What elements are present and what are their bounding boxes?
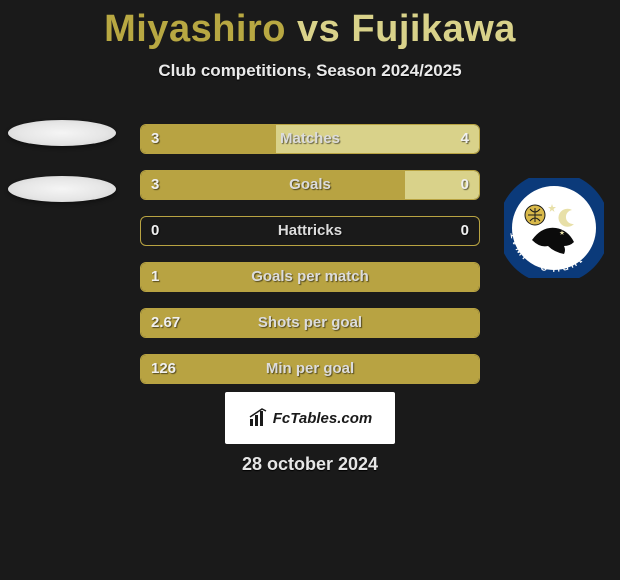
club-badge-icon: JUBILO IWATA FC xyxy=(504,178,604,278)
stat-bar-row: 0Hattricks0 xyxy=(140,216,480,246)
svg-text:FC: FC xyxy=(548,188,560,198)
comparison-title: Miyashiro vs Fujikawa xyxy=(0,0,620,51)
stat-label: Goals xyxy=(141,171,479,199)
chart-logo-icon xyxy=(248,408,268,428)
player2-name: Fujikawa xyxy=(351,8,516,50)
stat-label: Matches xyxy=(141,125,479,153)
date-text: 28 october 2024 xyxy=(0,454,620,475)
stat-bar-row: 2.67Shots per goal xyxy=(140,308,480,338)
watermark: FcTables.com xyxy=(225,392,395,444)
stat-label: Hattricks xyxy=(141,217,479,245)
watermark-text: FcTables.com xyxy=(273,410,372,427)
stat-bar-row: 3Goals0 xyxy=(140,170,480,200)
comparison-chart: 3Matches43Goals00Hattricks01Goals per ma… xyxy=(140,124,480,400)
vs-text: vs xyxy=(297,8,340,50)
stat-bar-row: 1Goals per match xyxy=(140,262,480,292)
left-placeholder-column xyxy=(8,120,116,232)
photo-placeholder-shadow-icon xyxy=(8,176,116,202)
stat-value-right: 0 xyxy=(461,171,469,199)
stat-bar-row: 3Matches4 xyxy=(140,124,480,154)
stat-bar-row: 126Min per goal xyxy=(140,354,480,384)
stat-value-right: 4 xyxy=(461,125,469,153)
photo-placeholder-shadow-icon xyxy=(8,120,116,146)
stat-label: Shots per goal xyxy=(141,309,479,337)
stat-label: Min per goal xyxy=(141,355,479,383)
stat-value-right: 0 xyxy=(461,217,469,245)
player1-name: Miyashiro xyxy=(104,8,286,50)
subtitle: Club competitions, Season 2024/2025 xyxy=(0,61,620,81)
stat-label: Goals per match xyxy=(141,263,479,291)
